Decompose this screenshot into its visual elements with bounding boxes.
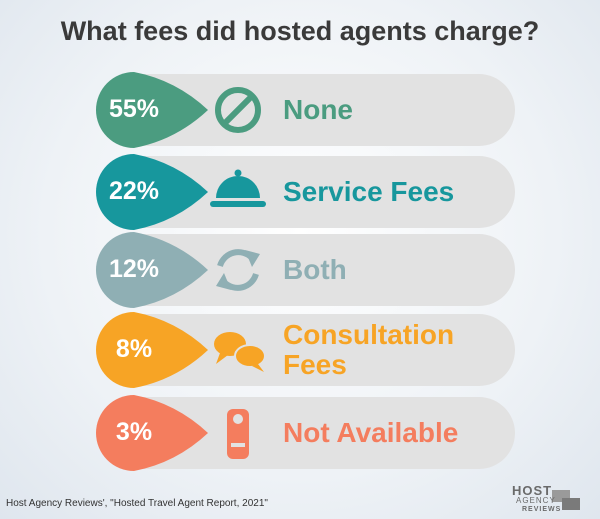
icon	[222, 94, 254, 126]
icon	[215, 87, 261, 133]
label: Not Available	[283, 417, 459, 448]
icon	[210, 169, 266, 207]
logo-text: AGENCY	[516, 496, 556, 505]
percent: 12%	[108, 255, 160, 283]
label: None	[283, 94, 353, 125]
icon	[245, 250, 260, 267]
drop	[96, 154, 208, 230]
icon	[233, 414, 243, 424]
drop	[95, 231, 208, 308]
percent: 55%	[108, 95, 160, 123]
icon	[210, 201, 266, 207]
label: Consultation Fees	[283, 319, 455, 380]
percent: 3%	[115, 418, 153, 446]
label: Both	[283, 254, 347, 285]
icon	[234, 344, 266, 368]
icon	[216, 353, 228, 364]
drop	[96, 395, 208, 471]
icon	[214, 332, 266, 372]
row-pill	[100, 397, 515, 469]
icon	[252, 364, 264, 372]
row-pill	[100, 314, 515, 386]
source: Host Agency Reviews', "Hosted Travel Age…	[6, 498, 268, 509]
icon	[227, 409, 249, 459]
icon	[215, 87, 261, 133]
logo-mark	[562, 498, 580, 510]
logo-text: REVIEWS	[522, 506, 562, 513]
icon	[216, 273, 231, 290]
label: Service Fees	[283, 176, 455, 207]
logo-text: HOST	[512, 483, 553, 498]
row-pill	[100, 156, 515, 228]
drop	[95, 71, 208, 148]
icon	[231, 443, 245, 447]
icon	[216, 249, 260, 291]
icon	[216, 176, 260, 198]
percent: 8%	[115, 335, 153, 363]
percent: 22%	[108, 177, 160, 205]
row-pill	[100, 234, 515, 306]
icon	[234, 169, 242, 177]
title: What fees did hosted agents charge?	[60, 16, 540, 46]
row-pill	[100, 74, 515, 146]
drop	[96, 312, 208, 388]
